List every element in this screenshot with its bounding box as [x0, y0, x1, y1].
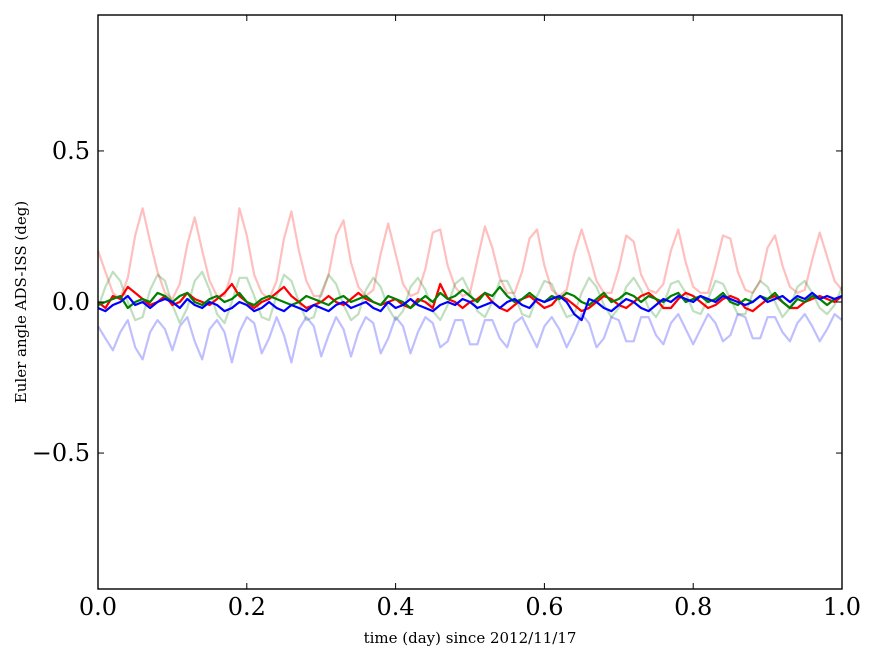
y-tick-label: 0.0 — [52, 288, 90, 316]
series-line-3 — [97, 313, 843, 364]
x-tick-label: 0.8 — [674, 593, 712, 621]
series-line-5 — [97, 285, 843, 310]
y-axis-label: Euler angle ADS-ISS (deg) — [12, 201, 30, 403]
x-tick-label: 0.6 — [525, 593, 563, 621]
x-tick-label: 0.0 — [79, 593, 117, 621]
y-tick-label: 0.5 — [52, 137, 90, 165]
series-line-2 — [96, 270, 844, 325]
x-tick-label: 0.4 — [377, 593, 415, 621]
x-tick-label: 1.0 — [823, 593, 861, 621]
series-line-6 — [97, 291, 843, 322]
series-layer — [96, 207, 844, 364]
y-tick-label: −0.5 — [32, 439, 90, 467]
ticks-layer: 0.0 0.2 0.4 0.6 0.8 1.0 0.5 0.0 −0.5 — [32, 15, 861, 621]
x-tick-label: 0.2 — [228, 593, 266, 621]
series-line-1 — [96, 207, 843, 301]
x-axis-label: time (day) since 2012/11/17 — [364, 629, 577, 647]
